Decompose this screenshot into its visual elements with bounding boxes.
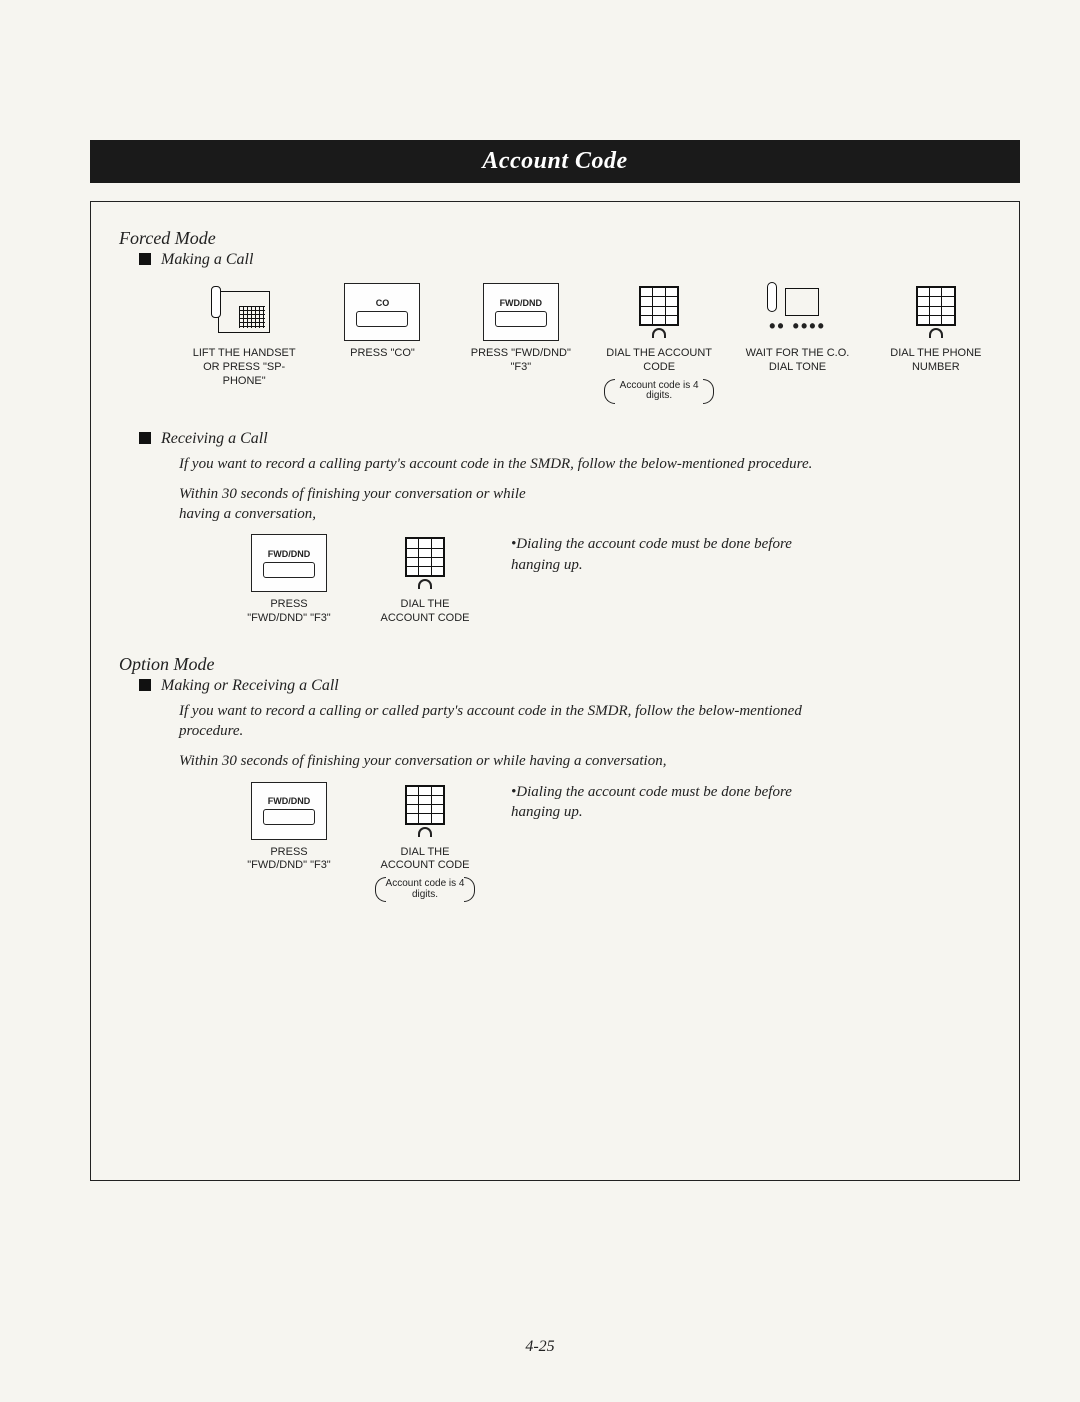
option-steps-row: FWD/DND PRESS "FWD/DND" "F3" DIAL THE AC… bbox=[239, 782, 991, 903]
forced-mode-heading: Forced Mode bbox=[119, 228, 991, 249]
account-code-note: Account code is 4 digits. bbox=[604, 379, 714, 404]
button-slot-icon bbox=[263, 562, 315, 578]
receiving-p1: If you want to record a calling party's … bbox=[179, 454, 819, 474]
receiving-p2: Within 30 seconds of finishing your conv… bbox=[179, 484, 559, 525]
fwddnd-button-icon: FWD/DND bbox=[251, 534, 327, 592]
bullet-square-icon bbox=[139, 679, 151, 691]
fwddnd-button-icon: FWD/DND bbox=[251, 782, 327, 840]
option-p2: Within 30 seconds of finishing your conv… bbox=[179, 751, 699, 771]
co-label: CO bbox=[376, 298, 390, 308]
phone-icon bbox=[206, 283, 282, 341]
account-code-note: Account code is 4 digits. bbox=[375, 877, 475, 902]
step-dial-account: DIAL THE ACCOUNT CODE bbox=[375, 534, 475, 626]
receiving-bullet-text: Dialing the account code must be done be… bbox=[511, 536, 792, 572]
step-dial-number: DIAL THE PHONE NUMBER bbox=[881, 283, 991, 375]
option-p1: If you want to record a calling or calle… bbox=[179, 701, 819, 742]
step-caption: PRESS "FWD/DND" "F3" bbox=[466, 347, 576, 375]
keypad-icon bbox=[621, 283, 697, 341]
keypad-icon bbox=[387, 534, 463, 592]
tone-dots-icon: •• •••• bbox=[769, 316, 826, 337]
making-call-heading: Making a Call bbox=[139, 251, 991, 269]
making-call-text: Making a Call bbox=[161, 251, 253, 268]
title-bar: Account Code bbox=[90, 140, 1020, 183]
receiving-bullet: •Dialing the account code must be done b… bbox=[511, 534, 811, 575]
making-receiving-heading: Making or Receiving a Call bbox=[139, 677, 991, 695]
step-caption: LIFT THE HANDSET OR PRESS "SP-PHONE" bbox=[189, 347, 299, 388]
dialtone-phone-icon: •• •••• bbox=[759, 283, 835, 341]
step-caption: DIAL THE PHONE NUMBER bbox=[881, 347, 991, 375]
keypad-icon bbox=[898, 283, 974, 341]
step-caption: PRESS "FWD/DND" "F3" bbox=[239, 846, 339, 874]
option-bullet-text: Dialing the account code must be done be… bbox=[511, 784, 792, 820]
fwddnd-label: FWD/DND bbox=[500, 298, 543, 308]
step-press-co: CO PRESS "CO" bbox=[327, 283, 437, 361]
page-number: 4-25 bbox=[0, 1338, 1080, 1356]
step-lift-handset: LIFT THE HANDSET OR PRESS "SP-PHONE" bbox=[189, 283, 299, 388]
button-slot-icon bbox=[263, 809, 315, 825]
step-caption: PRESS "FWD/DND" "F3" bbox=[239, 598, 339, 626]
fwddnd-label: FWD/DND bbox=[268, 549, 311, 559]
handset-icon bbox=[929, 328, 943, 338]
step-caption: WAIT FOR THE C.O. DIAL TONE bbox=[742, 347, 852, 375]
handset-icon bbox=[418, 579, 432, 589]
receiving-call-text: Receiving a Call bbox=[161, 430, 268, 447]
option-bullet: •Dialing the account code must be done b… bbox=[511, 782, 811, 823]
bullet-square-icon bbox=[139, 432, 151, 444]
making-receiving-text: Making or Receiving a Call bbox=[161, 677, 339, 694]
handset-icon bbox=[652, 328, 666, 338]
step-caption: DIAL THE ACCOUNT CODE bbox=[375, 846, 475, 874]
making-call-steps: LIFT THE HANDSET OR PRESS "SP-PHONE" CO … bbox=[189, 283, 991, 404]
co-button-icon: CO bbox=[344, 283, 420, 341]
receiving-call-heading: Receiving a Call bbox=[139, 430, 991, 448]
button-slot-icon bbox=[495, 311, 547, 327]
step-dial-account: DIAL THE ACCOUNT CODE Account code is 4 … bbox=[604, 283, 714, 404]
step-caption: DIAL THE ACCOUNT CODE bbox=[375, 598, 475, 626]
page-content-box: Forced Mode Making a Call LIFT THE HANDS… bbox=[90, 201, 1020, 1181]
receiving-steps-row: FWD/DND PRESS "FWD/DND" "F3" DIAL THE AC… bbox=[239, 534, 991, 626]
step-press-fwddnd: FWD/DND PRESS "FWD/DND" "F3" bbox=[466, 283, 576, 375]
step-press-fwddnd: FWD/DND PRESS "FWD/DND" "F3" bbox=[239, 534, 339, 626]
step-caption: DIAL THE ACCOUNT CODE bbox=[604, 347, 714, 375]
step-caption: PRESS "CO" bbox=[327, 347, 437, 361]
step-press-fwddnd: FWD/DND PRESS "FWD/DND" "F3" bbox=[239, 782, 339, 874]
step-dial-account: DIAL THE ACCOUNT CODE Account code is 4 … bbox=[375, 782, 475, 903]
step-wait-dialtone: •• •••• WAIT FOR THE C.O. DIAL TONE bbox=[742, 283, 852, 375]
fwddnd-label: FWD/DND bbox=[268, 796, 311, 806]
handset-icon bbox=[418, 827, 432, 837]
keypad-icon bbox=[387, 782, 463, 840]
button-slot-icon bbox=[356, 311, 408, 327]
fwddnd-button-icon: FWD/DND bbox=[483, 283, 559, 341]
bullet-square-icon bbox=[139, 253, 151, 265]
option-mode-heading: Option Mode bbox=[119, 654, 991, 675]
